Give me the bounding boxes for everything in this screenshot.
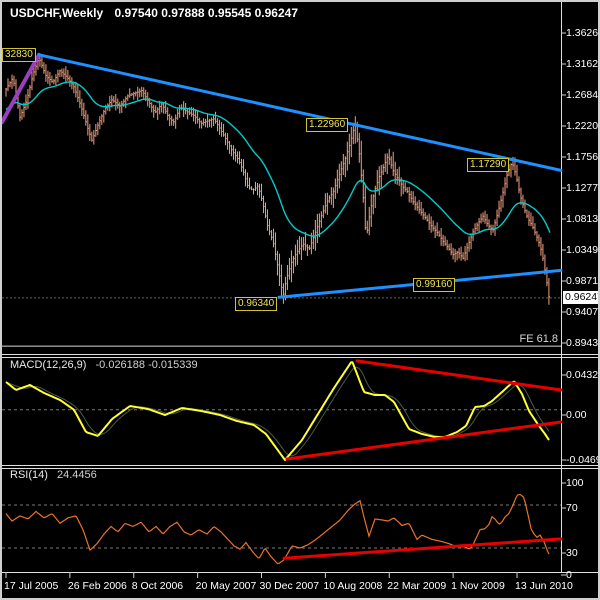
price-axis-label: 1.22200: [566, 120, 599, 132]
macd-name: MACD(12,26,9): [10, 359, 87, 371]
price-label-096340[interactable]: 0.96340: [235, 297, 278, 311]
trendline-resistance-blue[interactable]: [37, 53, 563, 172]
price-bar-close-ticks: [6, 59, 551, 298]
date-axis-label: 13 Jun 2010: [515, 580, 573, 592]
chart-title: USDCHF,Weekly 0.97540 0.97888 0.95545 0.…: [10, 6, 298, 20]
price-label-117290[interactable]: 1.17290: [467, 158, 510, 172]
price-axis-label: 1.12775: [566, 182, 599, 194]
panel-separator: [2, 465, 598, 466]
axis-separator: [561, 2, 562, 572]
panel-separator: [2, 357, 598, 358]
price-bars[interactable]: [5, 53, 550, 305]
macd-axis-label: 0.043229: [566, 369, 599, 381]
date-axis-label: 30 Dec 2007: [259, 580, 320, 592]
macd-main-line[interactable]: [5, 361, 550, 461]
fib-expansion-label[interactable]: FE 61.8: [519, 333, 558, 345]
macd-axis-label: -0.04697: [566, 454, 598, 466]
price-axis-label: 1.36265: [566, 27, 599, 39]
date-axis-label: 8 Oct 2006: [131, 580, 184, 592]
date-axis-label: 20 May 2007: [195, 580, 257, 592]
date-axis-label: 26 Feb 2006: [67, 580, 127, 592]
price-label-132830[interactable]: 32830: [2, 48, 36, 62]
date-axis-label: 1 Nov 2009: [451, 580, 505, 592]
date-axis-label: 10 Aug 2008: [323, 580, 383, 592]
price-label-122960[interactable]: 1.22960: [306, 118, 349, 132]
macd-upper-red[interactable]: [355, 359, 563, 392]
date-axis-label: 22 Mar 2009: [387, 580, 447, 592]
panel-separator: [2, 354, 598, 355]
price-axis-label: 1.03495: [566, 244, 599, 256]
price-axis-label: 1.31625: [566, 58, 599, 70]
rsi-axis-label: 100: [566, 477, 584, 489]
price-axis-label: 1.08135: [566, 213, 599, 225]
macd-indicator-label: MACD(12,26,9) -0.026188 -0.015339: [10, 359, 198, 371]
rsi-axis-label: 30: [566, 547, 578, 559]
rsi-value: 24.4456: [56, 469, 97, 481]
date-axis-label: 17 Jul 2005: [4, 580, 59, 592]
quote-ohlc-values: 0.97540 0.97888 0.95545 0.96247: [114, 6, 298, 20]
price-label-099160[interactable]: 0.99160: [413, 278, 456, 292]
price-axis-label: 1.17560: [566, 151, 599, 163]
macd-axis-label: 0.00: [566, 409, 587, 421]
panel-separator: [2, 572, 598, 573]
macd-values: -0.026188 -0.015339: [95, 359, 198, 371]
panel-separator: [2, 468, 598, 469]
ma-line[interactable]: [5, 81, 551, 237]
trendline-channel-left-purple[interactable]: [2, 52, 41, 125]
rsi-axis-label: 70: [566, 502, 578, 514]
macd-lower-red[interactable]: [285, 420, 563, 461]
price-axis-label: 1.26840: [566, 89, 599, 101]
current-price-tag: 0.96247: [563, 291, 598, 304]
rsi-name: RSI(14): [10, 469, 48, 481]
macd-signal-line[interactable]: [5, 366, 550, 457]
rsi-axis-label: 0: [566, 569, 572, 581]
symbol-period-label: USDCHF,Weekly: [10, 6, 104, 20]
rsi-indicator-label: RSI(14) 24.4456: [10, 469, 97, 481]
rsi-trendline-red[interactable]: [282, 537, 563, 560]
